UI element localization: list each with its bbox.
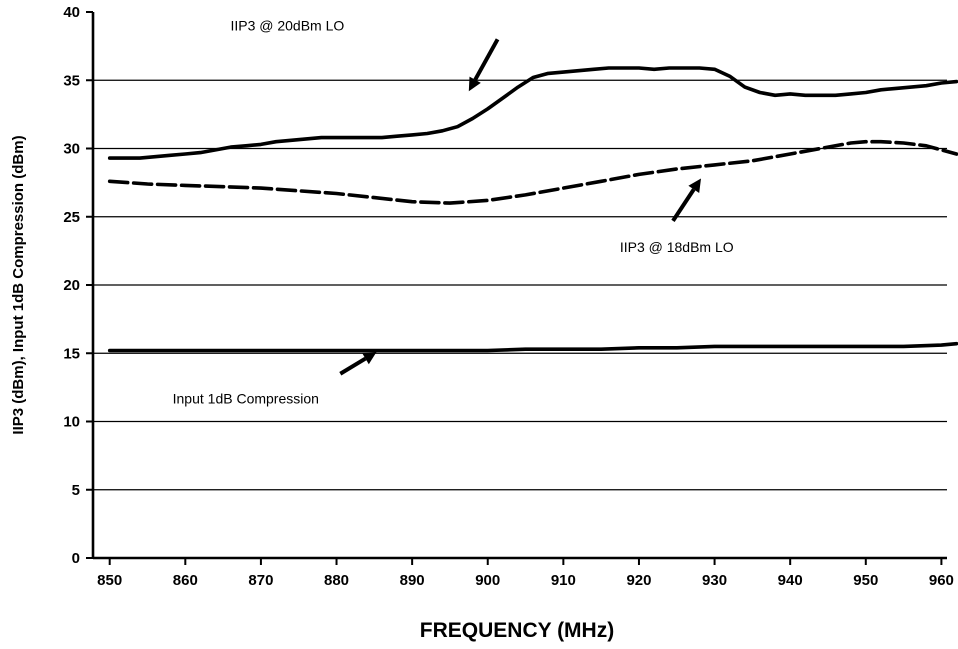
x-tick-label: 870	[248, 572, 273, 589]
x-tick-label: 920	[626, 572, 651, 589]
annotation-arrowhead-0	[468, 76, 481, 92]
annotation-arrow-2	[339, 356, 367, 376]
x-tick-label: 910	[551, 572, 576, 589]
y-tick-label: 25	[63, 209, 80, 226]
x-tick-label: 940	[778, 572, 803, 589]
axes: 0 5 10 15 20 25 30 35 40 850 860 870 880 890 900 910 920…	[63, 4, 954, 589]
annotation-label-1: IIP3 @ 18dBm LO	[620, 239, 734, 255]
annotation-arrow-1	[671, 188, 696, 222]
x-axis-title: FREQUENCY (MHz)	[420, 619, 614, 642]
x-tick-label: 890	[400, 572, 425, 589]
x-tick-label: 930	[702, 572, 727, 589]
x-tick-label: 950	[853, 572, 878, 589]
annotation-arrowhead-2	[362, 351, 377, 365]
y-tick-label: 10	[63, 414, 80, 431]
annotation-arrowhead-1	[688, 178, 701, 193]
y-tick-label: 0	[72, 550, 80, 567]
y-axis-title: IIP3 (dBm), Input 1dB Compression (dBm)	[10, 135, 27, 434]
y-tick-label: 5	[72, 482, 80, 499]
gridlines	[93, 79, 947, 491]
y-tick-label: 40	[63, 4, 80, 21]
x-tick-label: 860	[173, 572, 198, 589]
series-line-1	[107, 139, 958, 205]
annotation-arrow-0	[473, 38, 500, 81]
annotations: IIP3 @ 20dBm LO IIP3 @ 18dBm LO Input 1dB …	[173, 18, 734, 407]
series-lines	[107, 66, 958, 353]
y-tick-label: 30	[63, 141, 80, 158]
x-tick-label: 850	[97, 572, 122, 589]
series-line-2	[107, 341, 958, 353]
annotation-label-2: Input 1dB Compression	[173, 390, 319, 406]
annotation-label-0: IIP3 @ 20dBm LO	[230, 18, 344, 34]
series-line-0	[107, 66, 958, 160]
y-tick-label: 15	[63, 345, 80, 362]
y-tick-label: 35	[63, 72, 80, 89]
y-tick-label: 20	[63, 277, 80, 294]
x-tick-label: 900	[475, 572, 500, 589]
x-tick-label: 960	[929, 572, 954, 589]
x-tick-label: 880	[324, 572, 349, 589]
